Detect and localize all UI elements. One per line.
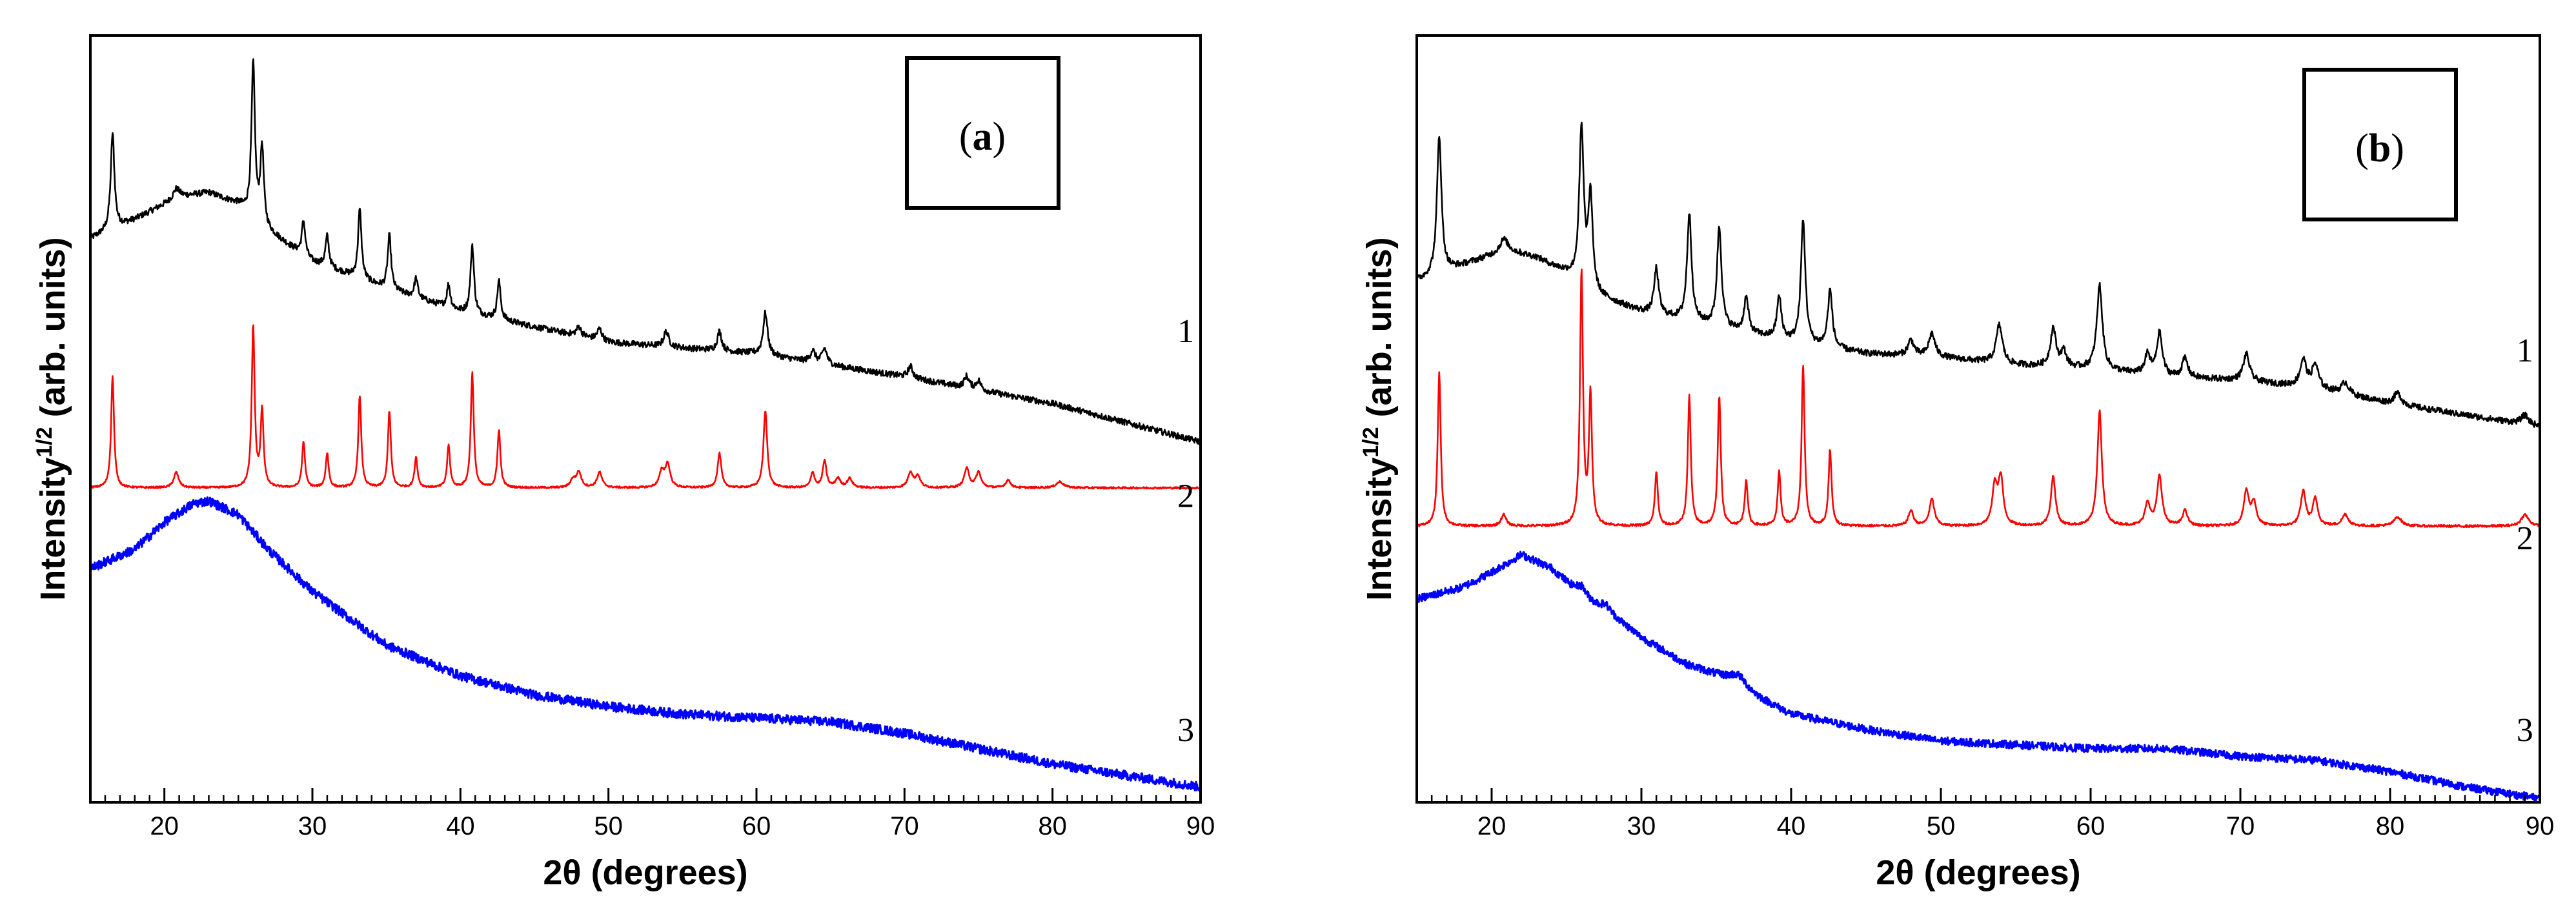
series-layer bbox=[89, 58, 1202, 792]
x-tick-label: 90 bbox=[1186, 812, 1215, 840]
chart-panel-b: 20 30 40 50 60 70 80 90 1 2 3 (b) 2θ (degrees) In… bbox=[1359, 34, 2555, 892]
series-2-line bbox=[90, 324, 1201, 490]
panel-label-box bbox=[905, 56, 1060, 210]
panel-label: (a) bbox=[959, 115, 1006, 159]
x-tick-label: 50 bbox=[1927, 812, 1956, 840]
series-1-line bbox=[1415, 121, 2541, 430]
x-ticks: 20 30 40 50 60 70 80 90 bbox=[1415, 788, 2555, 840]
curve-label-2: 2 bbox=[2517, 520, 2533, 557]
x-tick-label: 80 bbox=[1038, 812, 1067, 840]
x-tick-label: 80 bbox=[2376, 812, 2405, 840]
y-axis-title: Intensity1/2 (arb. units) bbox=[32, 237, 72, 600]
x-tick-label: 40 bbox=[446, 812, 475, 840]
x-tick-label: 90 bbox=[2526, 812, 2555, 840]
x-axis-title: 2θ (degrees) bbox=[543, 853, 747, 892]
panel-label: (b) bbox=[2355, 127, 2404, 170]
x-tick-label: 60 bbox=[742, 812, 771, 840]
x-ticks: 20 30 40 50 60 70 80 90 bbox=[89, 788, 1215, 840]
x-tick-label: 30 bbox=[298, 812, 327, 840]
curve-label-1: 1 bbox=[2517, 332, 2533, 369]
x-tick-label: 20 bbox=[1477, 812, 1506, 840]
plot-frame bbox=[89, 34, 1202, 804]
plot-frame bbox=[1415, 34, 2541, 804]
x-tick-label: 20 bbox=[150, 812, 179, 840]
panel-label-box bbox=[2302, 68, 2458, 221]
x-tick-label: 30 bbox=[1627, 812, 1656, 840]
series-2-line bbox=[1416, 269, 2541, 529]
curve-label-3: 3 bbox=[1177, 712, 1194, 749]
curve-label-2: 2 bbox=[1177, 478, 1194, 515]
x-tick-label: 60 bbox=[2076, 812, 2105, 840]
x-tick-label: 70 bbox=[2226, 812, 2255, 840]
curve-label-3: 3 bbox=[2517, 712, 2533, 749]
curve-label-1: 1 bbox=[1177, 313, 1194, 350]
x-axis-title: 2θ (degrees) bbox=[1876, 853, 2080, 892]
series-3-line bbox=[1415, 551, 2541, 803]
curve-labels: 1 2 3 bbox=[2517, 332, 2533, 749]
y-axis-title: Intensity1/2 (arb. units) bbox=[1359, 237, 1399, 600]
chart-panel-a: 20 30 40 50 60 70 80 90 1 2 3 (a) 2θ (degrees) In… bbox=[32, 34, 1215, 892]
series-layer bbox=[1415, 121, 2541, 803]
series-1-line bbox=[89, 58, 1202, 445]
x-tick-label: 70 bbox=[890, 812, 919, 840]
x-tick-label: 40 bbox=[1777, 812, 1806, 840]
curve-labels: 1 2 3 bbox=[1177, 313, 1194, 749]
series-3-line bbox=[89, 496, 1202, 792]
x-tick-label: 50 bbox=[594, 812, 623, 840]
